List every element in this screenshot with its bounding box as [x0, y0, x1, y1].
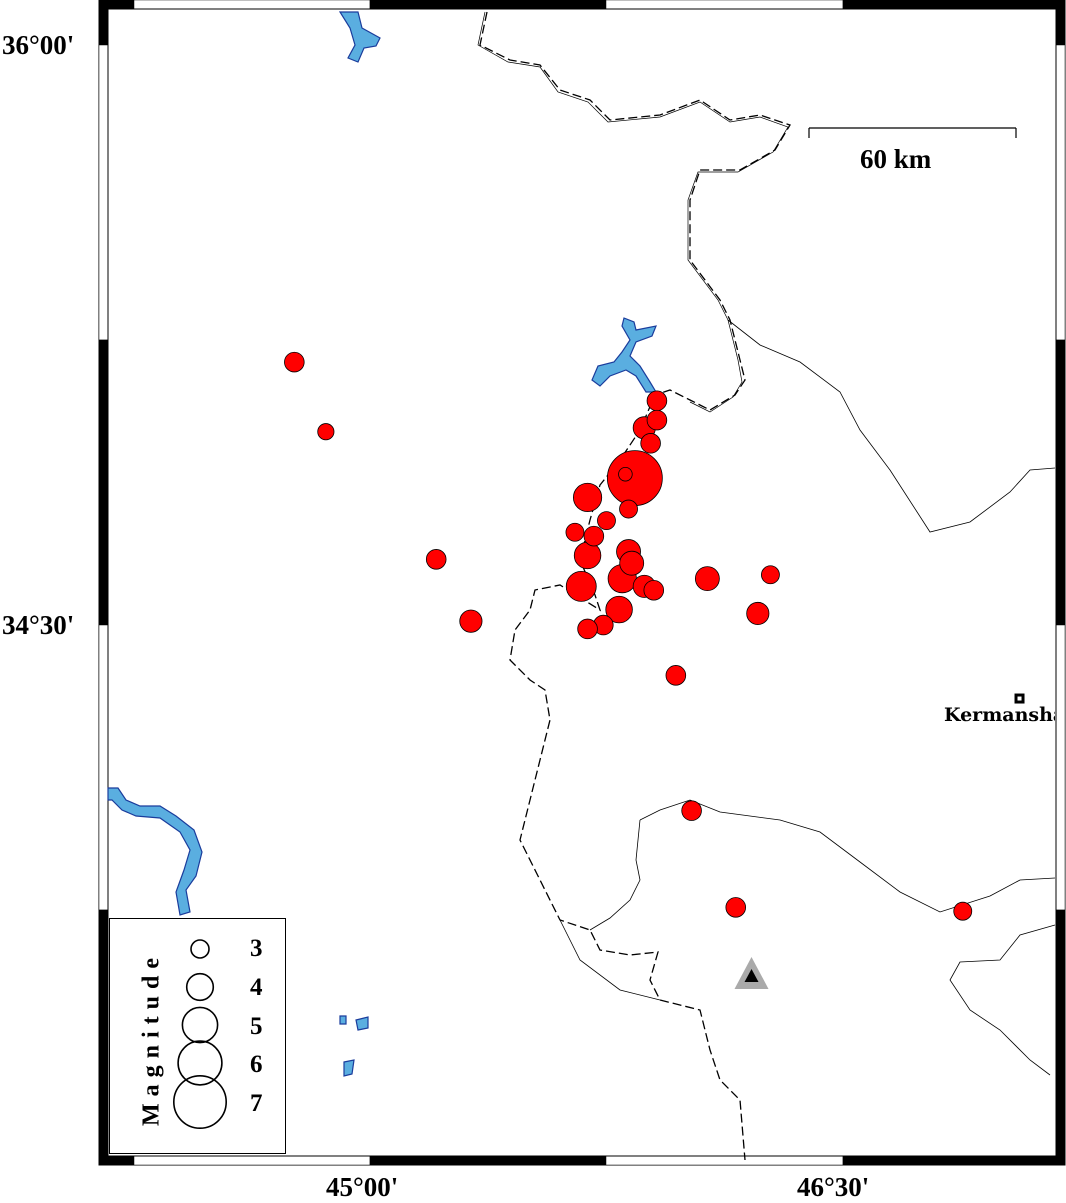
frame-tick-left [98, 339, 109, 626]
frame-tick-top [842, 0, 1066, 10]
legend-symbols [172, 939, 228, 1130]
earthquake-events [284, 351, 973, 921]
earthquake-event [953, 901, 973, 921]
island-1 [339, 1015, 347, 1025]
frame-tick-left [98, 44, 109, 341]
frame-tick-bottom [369, 1155, 607, 1166]
river-diyala [107, 787, 203, 916]
frame-tick-bottom [605, 1155, 844, 1166]
station-inner-icon [744, 968, 759, 982]
earthquake-event [694, 566, 720, 592]
earthquake-event [618, 466, 633, 482]
lon-label-45-00: 45°00' [326, 1172, 399, 1202]
lat-label-36-00: 36°00' [2, 30, 75, 60]
earthquake-event [646, 409, 668, 431]
scale-bar [808, 127, 1017, 138]
earthquake-event [577, 618, 598, 640]
frame-tick-right [1055, 624, 1066, 911]
province-boundary-3 [589, 819, 641, 931]
earthquake-event [619, 499, 638, 519]
legend-label-3: 3 [250, 935, 263, 962]
frame-tick-bottom [133, 1155, 371, 1166]
earthquake-event [573, 541, 602, 570]
earthquake-event [425, 549, 447, 570]
earthquake-event [605, 595, 633, 624]
frame-tick-top [605, 0, 844, 10]
frame-tick-left [98, 624, 109, 911]
map-inner-frame [107, 8, 1057, 1157]
earthquake-event [597, 511, 616, 531]
legend-label-5: 5 [250, 1013, 263, 1040]
earthquake-event [681, 800, 702, 821]
seismic-station [734, 956, 769, 989]
earthquake-event [761, 565, 780, 585]
earthquake-event [640, 433, 661, 454]
earthquake-event [746, 601, 770, 625]
legend-circle-5 [181, 1006, 219, 1044]
city-label: Kermanshah [944, 704, 1055, 726]
city-square-inner [1017, 696, 1022, 701]
reservoir-north [338, 11, 381, 63]
province-boundary-1 [727, 319, 1056, 533]
earthquake-event [572, 482, 603, 512]
province-boundary-4 [949, 924, 1056, 1076]
earthquake-event [665, 665, 687, 686]
legend-label-4: 4 [250, 974, 263, 1001]
island-2 [355, 1016, 369, 1031]
legend-circle-4 [185, 972, 215, 1002]
earthquake-event [646, 390, 668, 412]
frame-tick-left [98, 0, 109, 46]
lon-label-46-30: 46°30' [797, 1172, 870, 1202]
province-boundary-5 [559, 919, 661, 1001]
frame-ticks [98, 0, 1066, 1166]
reservoir-darbandikhan [591, 317, 658, 393]
legend-circle-3 [190, 939, 210, 959]
frame-tick-right [1055, 909, 1066, 1166]
legend-circle-7 [172, 1075, 228, 1130]
legend-label-7: 7 [250, 1090, 263, 1117]
frame-tick-top [133, 0, 371, 10]
earthquake-event [459, 609, 483, 633]
island-3 [343, 1059, 355, 1077]
legend-circle-6 [177, 1040, 223, 1086]
earthquake-event [643, 579, 665, 601]
earthquake-event [565, 522, 585, 542]
water-bodies [107, 11, 658, 1077]
frame-tick-left [98, 909, 109, 1166]
earthquake-event [317, 423, 335, 441]
border-line [477, 11, 789, 413]
province-boundary-2 [639, 799, 1056, 913]
earthquake-event [583, 525, 605, 547]
frame-tick-top [369, 0, 607, 10]
legend-label-6: 6 [250, 1051, 263, 1078]
magnitude-legend: Magnitude 3 4 5 6 7 [109, 918, 286, 1154]
earthquake-event [725, 897, 747, 918]
frame-tick-right [1055, 339, 1066, 626]
earthquake-event [619, 550, 645, 576]
frame-tick-bottom [842, 1155, 1066, 1166]
city-marker [1014, 693, 1025, 704]
frame-tick-right [1055, 44, 1066, 341]
earthquake-event [565, 570, 597, 602]
earthquake-event [606, 450, 663, 506]
frame-tick-right [1055, 0, 1066, 46]
earthquake-event [284, 351, 305, 373]
international-border [479, 11, 791, 1161]
scale-bar-label: 60 km [860, 144, 932, 174]
lat-label-34-30: 34°30' [2, 610, 75, 640]
boundaries [477, 11, 1056, 1161]
